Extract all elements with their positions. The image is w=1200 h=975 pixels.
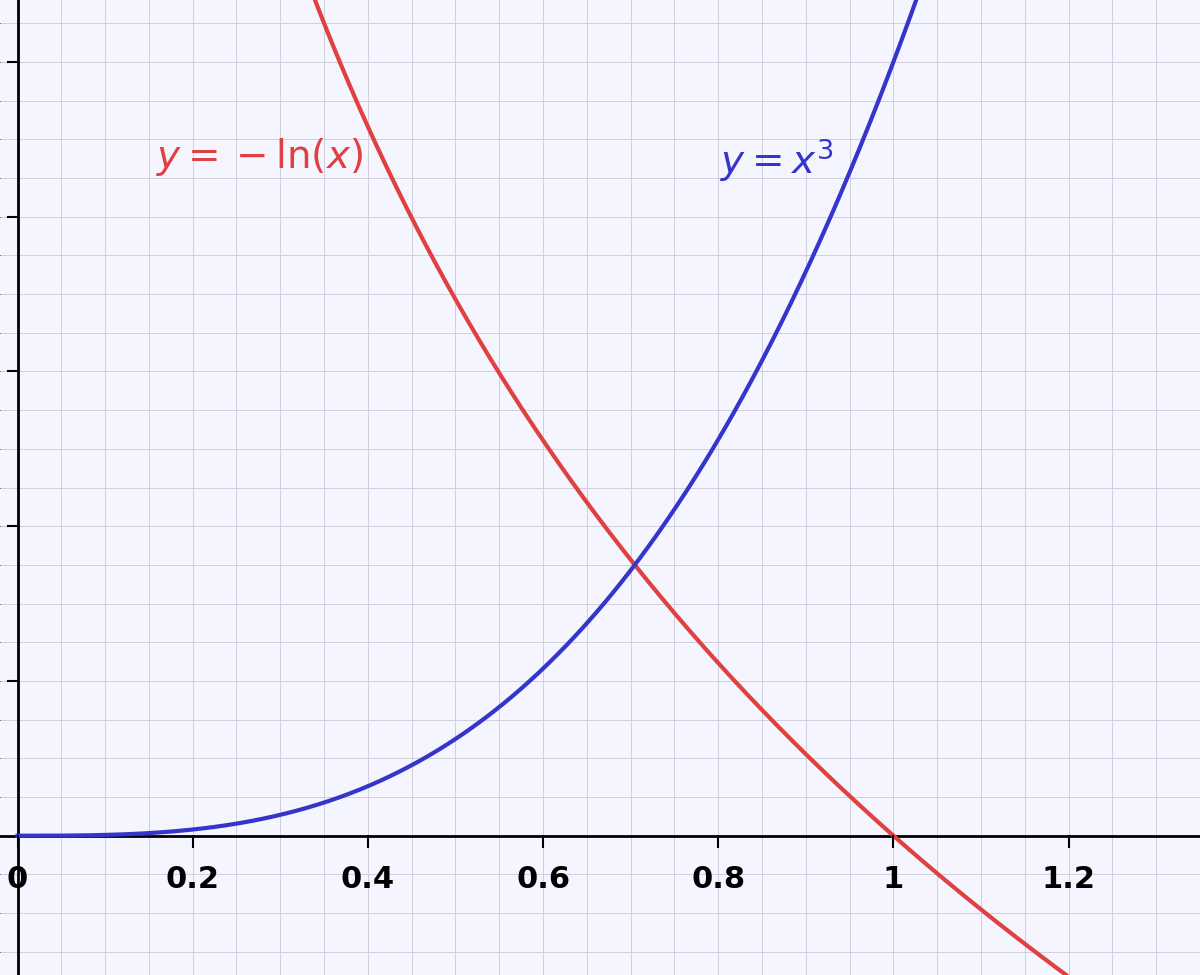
Text: 0.6: 0.6 xyxy=(516,865,570,894)
Text: $y = -\ln(x)$: $y = -\ln(x)$ xyxy=(156,136,362,178)
Text: 0: 0 xyxy=(7,865,28,894)
Text: 0.4: 0.4 xyxy=(341,865,395,894)
Text: 0.8: 0.8 xyxy=(691,865,745,894)
Text: 0.2: 0.2 xyxy=(166,865,220,894)
Text: $y = x^3$: $y = x^3$ xyxy=(720,136,834,184)
Text: 1.2: 1.2 xyxy=(1042,865,1096,894)
Text: 1: 1 xyxy=(883,865,904,894)
